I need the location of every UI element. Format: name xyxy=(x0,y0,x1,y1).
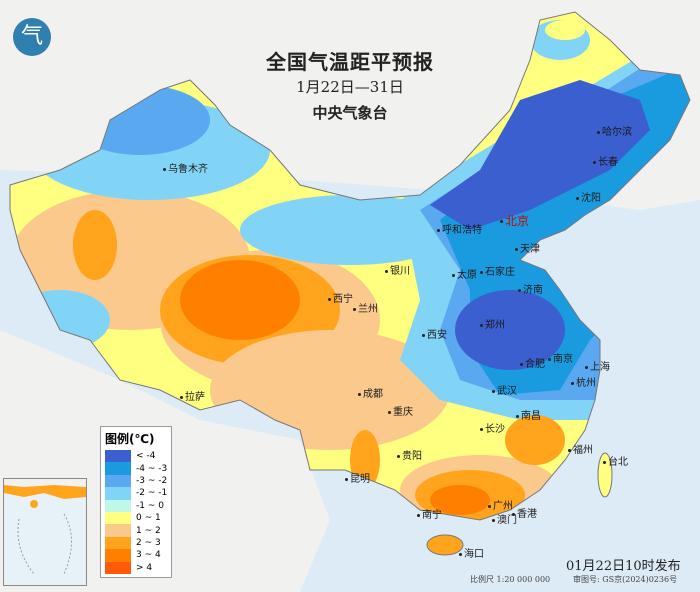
city-label: 长春 xyxy=(593,153,618,168)
city-label: 济南 xyxy=(518,281,543,296)
city-label: 香港 xyxy=(512,505,537,520)
city-label: 长沙 xyxy=(480,420,505,435)
city-label: 太原 xyxy=(452,266,477,281)
city-label: 天津 xyxy=(515,240,540,255)
city-label: 呼和浩特 xyxy=(437,221,482,236)
legend-item: 2 ~ 3 xyxy=(101,536,171,550)
city-label: 南宁 xyxy=(417,506,442,521)
map-title: 全国气温距平预报 xyxy=(266,50,434,74)
city-label: 银川 xyxy=(385,262,410,277)
legend-label: 0 ~ 1 xyxy=(136,513,161,524)
legend-item: -4 ~ -3 xyxy=(101,462,171,475)
legend-swatch xyxy=(105,499,131,512)
city-label: 杭州 xyxy=(571,374,596,389)
legend-label: -4 ~ -3 xyxy=(136,463,168,474)
city-label: 西安 xyxy=(422,326,447,341)
south-china-sea-inset xyxy=(3,478,87,586)
legend-swatch xyxy=(105,511,131,525)
review-number: 审图号: GS京(2024)0236号 xyxy=(573,575,678,584)
city-label: 郑州 xyxy=(480,316,505,331)
hainan xyxy=(426,534,464,556)
cma-logo: 气 xyxy=(13,18,51,56)
city-label: 重庆 xyxy=(388,403,413,418)
city-label: 上海 xyxy=(585,358,610,373)
legend-swatch xyxy=(105,474,131,488)
legend-item: -1 ~ 0 xyxy=(101,499,171,512)
legend-item: 0 ~ 1 xyxy=(101,511,171,525)
city-label: 拉萨 xyxy=(180,388,205,403)
legend-item: > 4 xyxy=(101,561,171,574)
legend-item: < -4 xyxy=(101,450,171,463)
legend-label: -2 ~ -1 xyxy=(136,488,168,499)
legend-label: -3 ~ -2 xyxy=(136,475,168,486)
city-label: 南京 xyxy=(548,350,573,365)
inset-map xyxy=(4,479,86,575)
legend-swatch xyxy=(105,487,131,500)
city-label: 北京 xyxy=(500,212,529,229)
legend-item: 1 ~ 2 xyxy=(101,524,171,537)
city-label: 福州 xyxy=(568,441,593,456)
city-label: 海口 xyxy=(459,545,484,560)
map-scale: 比例尺 1:20 000 000 xyxy=(470,575,551,584)
legend-item: -3 ~ -2 xyxy=(101,474,171,488)
legend-title: 图例(℃) xyxy=(105,432,155,446)
legend-label: 3 ~ 4 xyxy=(136,550,161,561)
city-label: 兰州 xyxy=(353,300,378,315)
city-label: 台北 xyxy=(603,453,628,468)
legend-swatch xyxy=(105,561,131,574)
legend-item: -2 ~ -1 xyxy=(101,487,171,500)
legend-swatch xyxy=(105,524,131,537)
legend-label: 1 ~ 2 xyxy=(136,525,161,536)
legend-swatch xyxy=(105,549,131,562)
city-label: 澳门 xyxy=(492,511,517,526)
china-border xyxy=(9,11,691,521)
legend-swatch xyxy=(105,462,131,475)
city-label: 合肥 xyxy=(520,355,545,370)
city-label: 乌鲁木齐 xyxy=(163,160,208,175)
city-label: 西宁 xyxy=(328,290,353,305)
city-label: 广州 xyxy=(488,497,513,512)
city-label: 昆明 xyxy=(345,470,370,485)
legend-item: 3 ~ 4 xyxy=(101,549,171,562)
city-label: 武汉 xyxy=(492,382,517,397)
city-label: 南昌 xyxy=(516,407,541,422)
legend-label: -1 ~ 0 xyxy=(136,500,164,511)
city-label: 石家庄 xyxy=(480,263,515,278)
issue-time: 01月22日10时发布 xyxy=(566,559,681,574)
city-label: 沈阳 xyxy=(576,189,601,204)
legend-label: < -4 xyxy=(136,451,156,462)
legend-label: > 4 xyxy=(136,562,153,573)
legend-swatch xyxy=(105,536,131,550)
legend: 图例(℃) < -4 -4 ~ -3 -3 ~ -2 -2 ~ -1 -1 ~ 0 0 ~… xyxy=(100,426,172,578)
city-label: 成都 xyxy=(358,385,383,400)
date-range: 1月22日—31日 xyxy=(296,78,404,96)
city-label: 贵阳 xyxy=(397,447,422,462)
legend-label: 2 ~ 3 xyxy=(136,537,161,548)
organization: 中央气象台 xyxy=(312,104,388,122)
city-label: 哈尔滨 xyxy=(597,123,632,138)
legend-swatch xyxy=(105,450,131,463)
